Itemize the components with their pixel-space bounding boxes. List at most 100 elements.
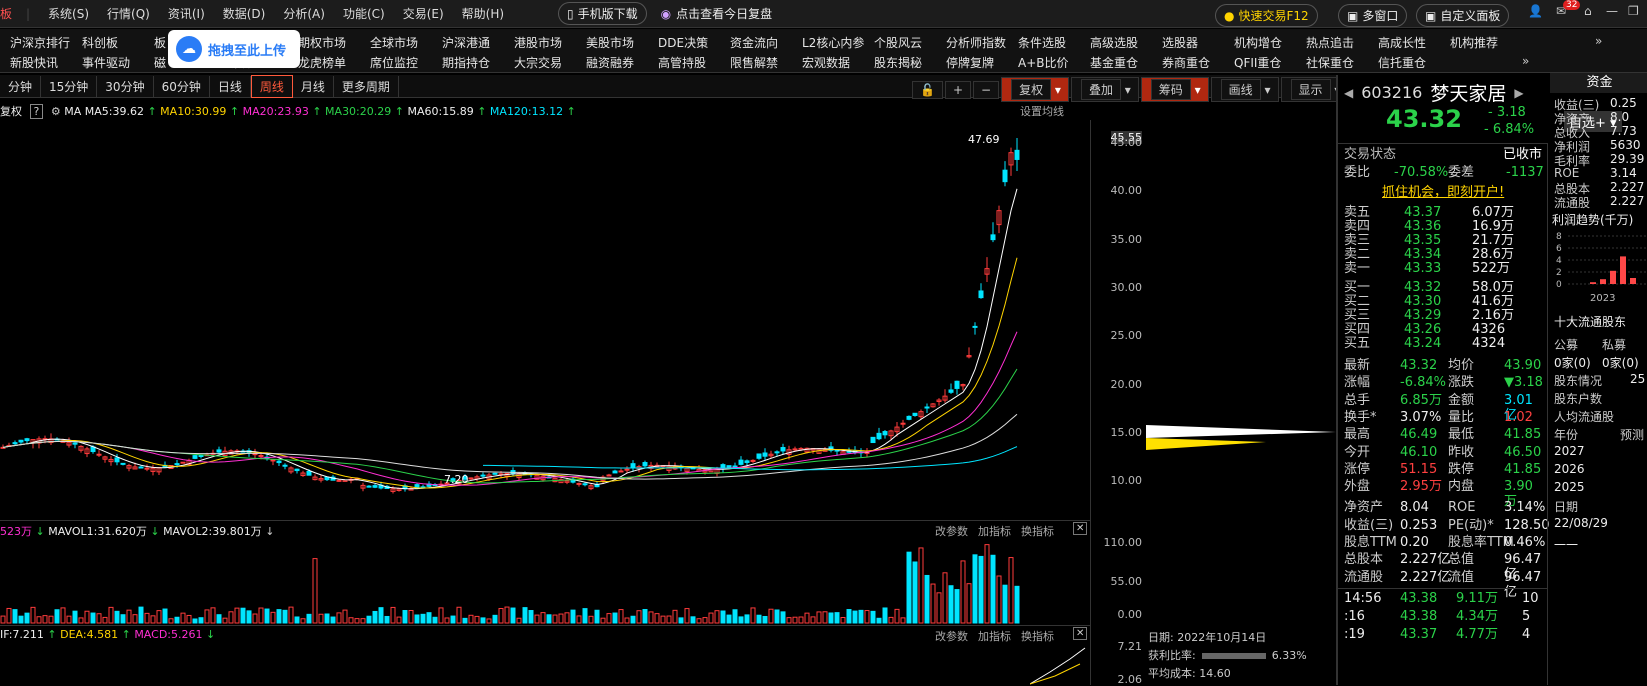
nav-item[interactable]: 社保重仓 bbox=[1306, 56, 1355, 70]
review-link[interactable]: ◉ 点击查看今日复盘 bbox=[660, 6, 773, 22]
kline-chart[interactable]: 47.69 7.20 bbox=[0, 120, 1090, 520]
mail-icon[interactable]: ✉ bbox=[1556, 4, 1567, 18]
menu-item[interactable]: 数据(D) bbox=[222, 7, 266, 21]
nav-item[interactable]: 高级选股 bbox=[1090, 36, 1139, 50]
candle bbox=[576, 482, 582, 487]
period-tab[interactable]: 日线 bbox=[210, 75, 251, 97]
menu-item[interactable]: 行情(Q) bbox=[107, 7, 150, 21]
volume-bar bbox=[774, 609, 780, 624]
lock-icon[interactable]: 🔓 bbox=[912, 80, 943, 99]
nav-item[interactable]: DDE决策 bbox=[658, 36, 709, 50]
period-tab[interactable]: 周线 bbox=[250, 74, 293, 98]
volume-bar bbox=[864, 610, 870, 624]
gear-icon[interactable]: ⚙ bbox=[50, 105, 61, 118]
chart-tool-button[interactable]: 筹码 ▾ bbox=[1140, 77, 1209, 102]
nav-item[interactable]: 限售解禁 bbox=[730, 56, 779, 70]
candle bbox=[762, 448, 768, 460]
chart-tool-button[interactable]: 复权 ▾ bbox=[1001, 77, 1069, 102]
period-tab[interactable]: 更多周期 bbox=[334, 75, 399, 97]
panel-button[interactable]: 改参数 bbox=[935, 630, 968, 643]
menu-item[interactable]: 资讯(I) bbox=[167, 7, 205, 21]
nav-item[interactable]: 磁 bbox=[154, 56, 167, 70]
nav-item[interactable]: 全球市场 bbox=[370, 36, 419, 50]
close-icon[interactable]: ✕ bbox=[1073, 627, 1088, 640]
close-icon[interactable]: ✕ bbox=[1073, 522, 1088, 535]
nav-item[interactable]: 事件驱动 bbox=[82, 56, 131, 70]
nav-item[interactable]: 个股风云 bbox=[874, 36, 923, 50]
minimize-icon[interactable]: — bbox=[1606, 4, 1618, 18]
nav-item[interactable]: L2核心内参 bbox=[802, 36, 864, 50]
custom-panel-button[interactable]: ▣ 自定义面板 bbox=[1416, 4, 1510, 27]
home-icon[interactable]: ⌂ bbox=[1584, 4, 1592, 18]
nav-item[interactable]: 新股快讯 bbox=[10, 56, 59, 70]
nav-item[interactable]: 美股市场 bbox=[586, 36, 635, 50]
nav-item[interactable]: 分析师指数 bbox=[946, 36, 1007, 50]
nav-item[interactable]: 券商重仓 bbox=[1162, 56, 1211, 70]
nav-item[interactable]: 融资融券 bbox=[586, 56, 635, 70]
menu-item[interactable]: 系统(S) bbox=[48, 7, 90, 21]
chart-tool-button[interactable]: 叠加 ▾ bbox=[1070, 77, 1139, 102]
nav-item[interactable]: 选股器 bbox=[1162, 36, 1199, 50]
period-tab[interactable]: 30分钟 bbox=[97, 75, 154, 97]
nav-item[interactable]: 大宗交易 bbox=[514, 56, 563, 70]
promo-link[interactable]: 抓住机会，即刻开户! bbox=[1382, 185, 1505, 200]
nav-item[interactable]: 沪深京排行 bbox=[10, 36, 71, 50]
menu-item[interactable]: 功能(C) bbox=[342, 7, 385, 21]
panel-button[interactable]: 换指标 bbox=[1021, 630, 1054, 643]
nav-item[interactable]: 高成长性 bbox=[1378, 36, 1427, 50]
nav-item[interactable]: 高管持股 bbox=[658, 56, 707, 70]
user-icon[interactable]: 👤 bbox=[1528, 4, 1543, 18]
nav-item[interactable]: 沪深港通 bbox=[442, 36, 491, 50]
menu-item[interactable]: 分析(A) bbox=[283, 7, 325, 21]
volume-bar bbox=[930, 583, 936, 624]
nav-item[interactable]: 信托重仓 bbox=[1378, 56, 1427, 70]
watchlist-add-button[interactable]: 自选+ ▾ bbox=[1564, 111, 1622, 132]
nav-item[interactable]: 港股市场 bbox=[514, 36, 563, 50]
quick-trade-button[interactable]: ● 快速交易F12 bbox=[1215, 4, 1318, 27]
nav-item[interactable]: 龙虎榜单 bbox=[298, 56, 347, 70]
nav-item[interactable]: 科创板 bbox=[82, 36, 119, 50]
period-tab[interactable]: 15分钟 bbox=[41, 75, 98, 97]
cloud-upload-tip[interactable]: ☁ 拖拽至此上传 bbox=[168, 30, 300, 68]
menu-item[interactable]: 帮助(H) bbox=[461, 7, 505, 21]
chart-tool-button[interactable]: 画线 ▾ bbox=[1210, 77, 1279, 102]
nav-item[interactable]: QFII重仓 bbox=[1234, 56, 1282, 70]
prev-stock-icon[interactable]: ◀ bbox=[1344, 85, 1354, 100]
volume-bar bbox=[438, 607, 444, 624]
nav-item[interactable]: 停牌复牌 bbox=[946, 56, 995, 70]
nav-item[interactable]: 股东揭秘 bbox=[874, 56, 923, 70]
nav-item[interactable]: 板 bbox=[154, 36, 167, 50]
panel-button[interactable]: 加指标 bbox=[978, 525, 1011, 538]
menu-item[interactable]: 交易(E) bbox=[402, 7, 444, 21]
nav-item[interactable]: 席位监控 bbox=[370, 56, 419, 70]
fund-tab[interactable]: 资金 bbox=[1550, 73, 1647, 93]
nav-item[interactable]: 热点追击 bbox=[1306, 36, 1355, 50]
nav-item[interactable]: 期权市场 bbox=[298, 36, 347, 50]
ma-settings[interactable]: 设置均线 bbox=[1020, 105, 1064, 118]
zoom-in-icon[interactable]: + bbox=[944, 80, 972, 99]
help-icon[interactable]: ? bbox=[29, 104, 44, 119]
volume-bar bbox=[738, 616, 744, 624]
nav-item[interactable]: 期指持仓 bbox=[442, 56, 491, 70]
nav-item[interactable]: 条件选股 bbox=[1018, 36, 1067, 50]
period-tab[interactable]: 分钟 bbox=[0, 75, 42, 97]
nav-item[interactable]: 机构推荐 bbox=[1450, 36, 1499, 50]
nav-item[interactable]: 机构增仓 bbox=[1234, 36, 1283, 50]
panel-button[interactable]: 加指标 bbox=[978, 630, 1011, 643]
period-tab[interactable]: 月线 bbox=[293, 75, 334, 97]
multi-window-button[interactable]: ▣ 多窗口 bbox=[1338, 4, 1408, 27]
next-stock-icon[interactable]: ▶ bbox=[1514, 85, 1524, 100]
nav-item[interactable]: 宏观数据 bbox=[802, 56, 851, 70]
panel-button[interactable]: 改参数 bbox=[935, 525, 968, 538]
mobile-download-button[interactable]: ▯ 手机版下载 bbox=[558, 2, 647, 25]
nav-item[interactable]: 资金流向 bbox=[730, 36, 779, 50]
nav-more-2[interactable]: » bbox=[1522, 54, 1530, 68]
panel-button[interactable]: 换指标 bbox=[1021, 525, 1054, 538]
restore-icon[interactable]: ❐ bbox=[1628, 4, 1639, 18]
nav-more-1[interactable]: » bbox=[1595, 34, 1603, 48]
adjust-label[interactable]: 复权 bbox=[0, 105, 22, 118]
nav-item[interactable]: A+B比价 bbox=[1018, 56, 1069, 70]
period-tab[interactable]: 60分钟 bbox=[154, 75, 210, 97]
nav-item[interactable]: 基金重仓 bbox=[1090, 56, 1139, 70]
zoom-out-icon[interactable]: − bbox=[973, 80, 1000, 99]
